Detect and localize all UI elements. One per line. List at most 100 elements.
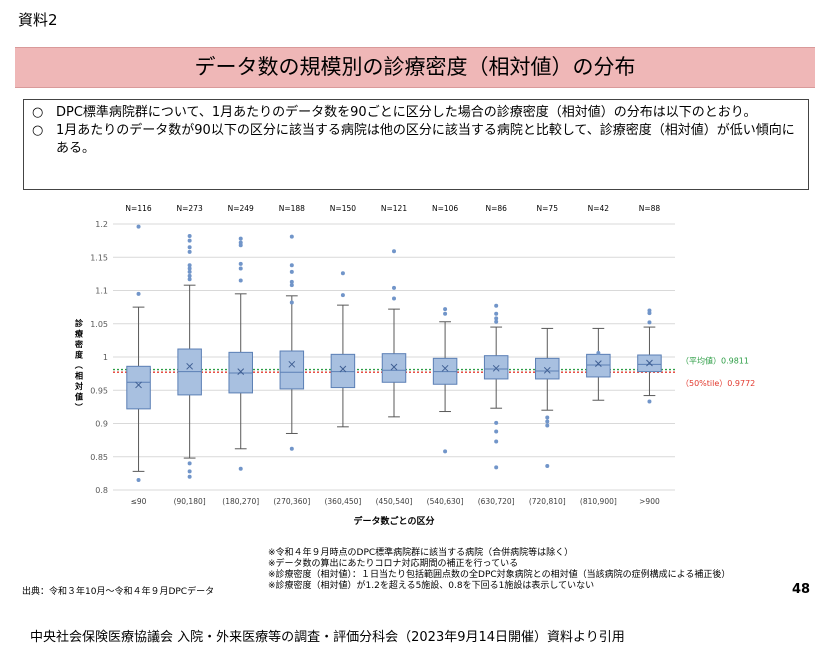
- outlier-point: [494, 311, 499, 316]
- footnotes: ※令和４年９月時点のDPC標準病院群に該当する病院（合併病院等は除く） ※データ…: [268, 548, 730, 592]
- outlier-point: [289, 446, 294, 451]
- outlier-point: [187, 469, 192, 474]
- outlier-point: [187, 245, 192, 250]
- x-tick-label: (270,360]: [273, 497, 310, 506]
- mean-marker: [543, 366, 551, 374]
- outlier-point: [443, 307, 448, 312]
- outlier-point: [136, 478, 141, 483]
- outlier-point: [392, 249, 396, 254]
- outlier-point: [392, 285, 396, 290]
- outlier-point: [494, 420, 499, 425]
- outlier-point: [289, 263, 294, 268]
- citation: 中央社会保険医療協議会 入院・外来医療等の調査・評価分科会（2023年9月14日…: [30, 630, 625, 645]
- y-axis-label-char: 相: [75, 371, 83, 381]
- x-tick-label: (630,720]: [478, 497, 515, 506]
- outlier-point: [545, 464, 550, 469]
- count-label: N=249: [228, 204, 254, 213]
- x-tick-label: (180,270]: [222, 497, 259, 506]
- mean-marker: [441, 364, 449, 372]
- summary-text: DPC標準病院群について、1月あたりのデータ数を90ごとに区分した場合の診療密度…: [56, 105, 757, 120]
- page-title: データ数の規模別の診療密度（相対値）の分布: [194, 55, 636, 79]
- outlier-point: [392, 296, 396, 301]
- y-axis-label-char: 値: [74, 392, 83, 402]
- mean-marker: [186, 362, 193, 370]
- outlier-point: [238, 266, 243, 271]
- outlier-point: [545, 415, 550, 420]
- outlier-point: [187, 461, 192, 466]
- y-axis-label-char: 療: [75, 329, 84, 339]
- footnote: ※データ数の算出にあたりコロナ対応期間の補正を行っている: [268, 559, 519, 569]
- x-tick-label: (90,180]: [174, 497, 206, 506]
- y-tick-label: 0.9: [95, 420, 108, 429]
- count-label: N=116: [125, 204, 151, 213]
- box: [330, 353, 356, 389]
- outlier-point: [647, 311, 652, 316]
- document-label: 資料2: [18, 11, 58, 29]
- footnote: ※診療密度（相対値）：１日当たり包括範囲点数の全DPC対象病院との相対値（当該病…: [268, 570, 731, 580]
- outlier-point: [238, 278, 243, 283]
- y-axis-label-char: 度: [75, 350, 84, 360]
- outlier-point: [647, 320, 652, 325]
- y-tick-label: 1.2: [95, 220, 108, 229]
- x-tick-label: (450,540]: [376, 497, 413, 506]
- outlier-point: [238, 466, 243, 471]
- outlier-point: [494, 316, 499, 321]
- outlier-point: [289, 300, 294, 305]
- outlier-point: [238, 261, 243, 266]
- summary-item: ○ DPC標準病院群について、1月あたりのデータ数を90ごとに区分した場合の診療…: [32, 104, 800, 122]
- outlier-point: [494, 465, 499, 470]
- x-tick-label: (360,450]: [324, 497, 361, 506]
- box: [535, 357, 560, 380]
- outlier-point: [340, 271, 345, 276]
- y-axis-label-char: ）: [74, 403, 84, 411]
- outlier-point: [187, 249, 192, 254]
- count-label: N=86: [485, 204, 507, 213]
- outlier-point: [443, 311, 448, 316]
- outlier-point: [238, 243, 243, 248]
- footnote: ※診療密度（相対値）が1.2を超える5施設、0.8を下回る1施設は表示していない: [268, 581, 595, 591]
- boxplot-chart: 0.8 0.85 0.9 0.95 1 1.05 1.1 1.15 1.2 診療密度（ 相対値） （平…: [74, 204, 755, 527]
- mean-marker: [135, 381, 142, 389]
- mean-marker: [288, 360, 296, 368]
- outlier-point: [238, 236, 243, 241]
- mean-marker: [492, 364, 500, 372]
- outlier-point: [494, 439, 499, 444]
- outlier-point: [596, 351, 601, 356]
- outlier-point: [289, 234, 294, 239]
- y-tick-label: 1.15: [90, 253, 108, 262]
- count-label: N=273: [177, 204, 203, 213]
- outlier-point: [136, 224, 141, 229]
- circle-bullet: ○: [32, 123, 44, 138]
- x-axis-label: データ数ごとの区分: [354, 515, 435, 527]
- title-bar: データ数の規模別の診療密度（相対値）の分布: [15, 47, 815, 88]
- y-axis-label-char: 密: [74, 339, 83, 349]
- summary-item: ○ 1月あたりのデータ数が90以下の区分に該当する病院は他の区分に該当する病院と…: [32, 122, 800, 158]
- outlier-point: [494, 429, 499, 434]
- summary-text: 1月あたりのデータ数が90以下の区分に該当する病院は他の区分に該当する病院と比較…: [56, 123, 795, 156]
- y-tick-label: 0.85: [90, 453, 108, 462]
- outlier-point: [340, 293, 345, 298]
- box: [279, 350, 305, 390]
- circle-bullet: ○: [32, 105, 44, 120]
- outlier-point: [136, 291, 141, 296]
- y-axis-label-char: 対: [74, 381, 83, 391]
- outlier-point: [187, 263, 192, 268]
- y-tick-label: 0.8: [95, 486, 108, 495]
- y-tick-label: 1.1: [95, 287, 108, 296]
- count-label: N=106: [432, 204, 458, 213]
- outlier-point: [494, 319, 499, 324]
- x-tick-label: (720,810]: [529, 497, 566, 506]
- box: [586, 353, 611, 378]
- outlier-point: [545, 423, 550, 428]
- count-label: N=75: [537, 204, 559, 213]
- outlier-point: [187, 266, 192, 271]
- outlier-point: [187, 238, 192, 243]
- x-tick-label: (540,630]: [427, 497, 464, 506]
- footnote: ※令和４年９月時点のDPC標準病院群に該当する病院（合併病院等は除く）: [268, 548, 574, 558]
- outlier-point: [187, 277, 192, 282]
- outlier-point: [187, 269, 192, 274]
- mean-marker: [646, 359, 653, 367]
- x-tick-label: (810,900]: [580, 497, 617, 506]
- summary-box: ○ DPC標準病院群について、1月あたりのデータ数を90ごとに区分した場合の診療…: [23, 99, 809, 190]
- reference-line-label: （50%tile）0.9772: [681, 379, 755, 388]
